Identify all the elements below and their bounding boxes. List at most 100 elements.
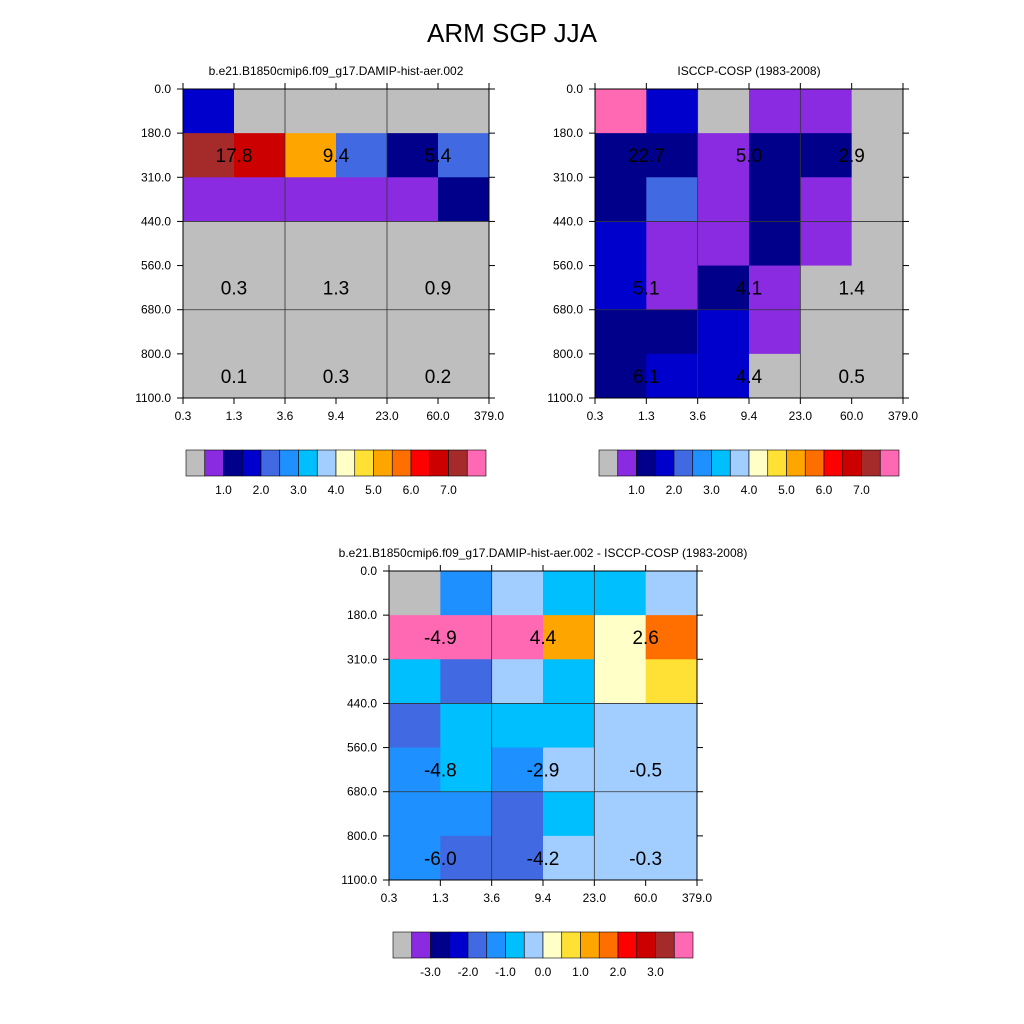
- heatmap-cell: [234, 133, 286, 178]
- colorbar-label: 5.0: [365, 483, 382, 497]
- colorbar-label: 1.0: [572, 965, 589, 979]
- heatmap-cell: [749, 309, 801, 355]
- heatmap-cell: [285, 309, 337, 355]
- heatmap-cell: [645, 703, 698, 749]
- heatmap-cell: [387, 221, 439, 267]
- heatmap-cell: [440, 747, 493, 793]
- panel-title: b.e21.B1850cmip6.f09_g17.DAMIP-hist-aer.…: [339, 546, 748, 560]
- colorbar-swatch: [523, 931, 544, 959]
- heatmap-cell: [440, 791, 493, 837]
- heatmap-cell: [595, 133, 647, 178]
- heatmap-cell: [646, 309, 699, 355]
- heatmap-cell: [646, 177, 699, 222]
- heatmap-cell: [800, 221, 853, 267]
- cell-value-label: 5.1: [633, 279, 659, 300]
- colorbar-label: 6.0: [816, 483, 833, 497]
- heatmap-cell: [491, 747, 544, 793]
- x-tick-label: 1.3: [638, 409, 655, 423]
- colorbar-swatch: [486, 931, 506, 959]
- y-tick-label: 180.0: [553, 126, 583, 140]
- heatmap-cell: [594, 571, 647, 616]
- x-tick-label: 9.4: [535, 891, 552, 905]
- cell-value-label: -4.2: [527, 849, 560, 870]
- x-tick-label: 60.0: [634, 891, 658, 905]
- heatmap-cell: [749, 133, 801, 178]
- cell-value-label: 0.1: [221, 367, 247, 388]
- heatmap-cell: [749, 89, 801, 134]
- panel-title: ISCCP-COSP (1983-2008): [677, 64, 820, 78]
- heatmap-cell: [646, 353, 699, 399]
- heatmap-cell: [800, 177, 853, 222]
- heatmap-cell: [595, 309, 647, 355]
- x-tick-label: 0.3: [587, 409, 604, 423]
- heatmap-cell: [285, 265, 337, 311]
- colorbar-swatch: [580, 931, 600, 959]
- cell-value-label: 0.3: [323, 367, 349, 388]
- heatmap-cell: [183, 221, 235, 267]
- y-tick-label: 800.0: [347, 829, 377, 843]
- y-tick-label: 680.0: [141, 303, 171, 317]
- heatmap-cell: [438, 353, 490, 399]
- colorbar-swatch: [467, 931, 488, 959]
- colorbar-swatch: [617, 931, 638, 959]
- colorbar-label: 7.0: [853, 483, 870, 497]
- colorbar-label: 0.0: [535, 965, 552, 979]
- cell-value-label: 0.3: [221, 279, 247, 300]
- heatmap-cell: [234, 221, 286, 267]
- colorbar-label: 7.0: [440, 483, 457, 497]
- heatmap-cell: [543, 747, 595, 793]
- colorbar-swatch: [411, 931, 431, 959]
- cell-value-label: 4.4: [736, 367, 763, 388]
- heatmap-cell: [594, 835, 647, 881]
- colorbar-swatch: [636, 931, 656, 959]
- colorbar-label: 2.0: [253, 483, 270, 497]
- y-tick-label: 310.0: [141, 170, 171, 184]
- heatmap-cell: [851, 177, 904, 222]
- y-tick-label: 680.0: [553, 303, 583, 317]
- heatmap-cell: [285, 221, 337, 267]
- heatmap-cell: [440, 703, 493, 749]
- heatmap-cell: [491, 571, 544, 616]
- y-tick-label: 0.0: [566, 82, 583, 96]
- heatmap-cell: [851, 133, 904, 178]
- heatmap-cell: [800, 309, 853, 355]
- x-tick-label: 3.6: [277, 409, 294, 423]
- cell-value-label: 9.4: [323, 146, 350, 167]
- colorbar-label: 3.0: [647, 965, 664, 979]
- x-tick-label: 23.0: [583, 891, 607, 905]
- heatmap-cell: [440, 615, 493, 660]
- cell-value-label: 4.4: [530, 628, 557, 649]
- heatmap-cell: [749, 353, 801, 399]
- heatmap-cell: [285, 133, 337, 178]
- heatmap-cell: [851, 265, 904, 311]
- heatmap-cell: [389, 571, 441, 616]
- heatmap-cell: [646, 133, 699, 178]
- colorbar-swatch: [505, 931, 525, 959]
- heatmap-cell: [595, 353, 647, 399]
- heatmap-cell: [595, 221, 647, 267]
- heatmap-cell: [594, 659, 647, 704]
- x-tick-label: 9.4: [741, 409, 758, 423]
- colorbar-label: -2.0: [458, 965, 479, 979]
- cell-value-label: -4.9: [424, 628, 457, 649]
- heatmap-cell: [336, 221, 388, 267]
- heatmap-cell: [387, 309, 439, 355]
- x-tick-label: 23.0: [375, 409, 399, 423]
- heatmap-cell: [387, 353, 439, 399]
- x-tick-label: 1.3: [226, 409, 243, 423]
- heatmap-cell: [851, 353, 904, 399]
- colorbar-swatch: [392, 931, 413, 959]
- y-tick-label: 0.0: [154, 82, 171, 96]
- heatmap-cell: [646, 221, 699, 267]
- cell-value-label: 1.4: [838, 279, 865, 300]
- heatmap-cell: [491, 703, 544, 749]
- heatmap-cell: [389, 747, 441, 793]
- heatmap-cell: [336, 177, 388, 222]
- colorbar-label: 3.0: [703, 483, 720, 497]
- colorbar-swatch: [598, 931, 619, 959]
- heatmap-cell: [595, 265, 647, 311]
- heatmap-cell: [438, 177, 490, 222]
- heatmap-cell: [389, 703, 441, 749]
- heatmap-cell: [543, 571, 595, 616]
- y-tick-label: 310.0: [553, 170, 583, 184]
